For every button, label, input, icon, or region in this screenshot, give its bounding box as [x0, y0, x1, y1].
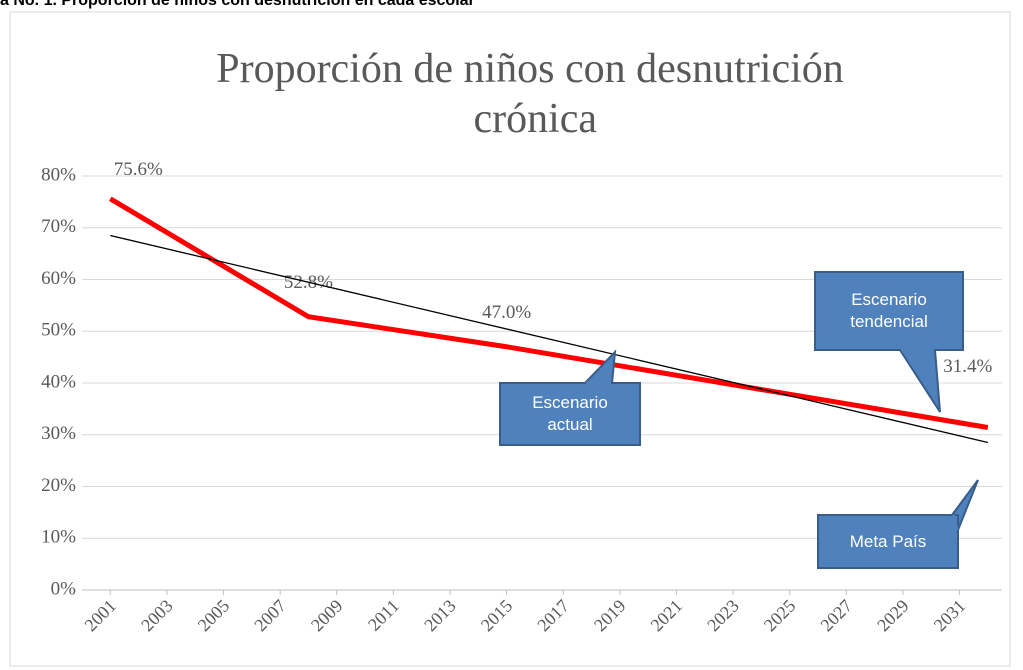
y-tick-label: 70% — [41, 216, 76, 237]
y-tick-label: 60% — [41, 268, 76, 289]
x-tick-label: 2013 — [420, 596, 460, 636]
x-tick-label: 2001 — [80, 596, 120, 636]
caption: a No. 1. Proporción de niños con desnutr… — [0, 0, 475, 9]
callout-pointer — [898, 349, 941, 413]
y-tick-label: 10% — [41, 527, 76, 548]
y-tick-label: 50% — [41, 320, 76, 341]
callout-text: Escenario tendencial — [850, 290, 928, 331]
x-tick-label: 2021 — [647, 596, 687, 636]
series-line — [109, 196, 989, 430]
x-tick-label: 2009 — [307, 596, 347, 636]
data-label: 31.4% — [943, 356, 992, 377]
callout-box — [814, 271, 964, 351]
y-tick-label: 0% — [51, 578, 77, 599]
callout-box — [499, 382, 641, 446]
x-tick-label: 2017 — [533, 596, 573, 636]
series-line — [110, 234, 988, 444]
callout-pointer — [582, 349, 617, 384]
chart-title: Proporción de niños con desnutrición cró… — [216, 46, 844, 142]
x-tick-label: 2029 — [873, 596, 913, 636]
data-label: 75.6% — [114, 159, 163, 180]
callout-text: Escenario actual — [532, 393, 608, 434]
callout-box — [817, 514, 959, 569]
callout-join — [951, 514, 959, 531]
chart-border — [9, 11, 1011, 667]
callout-text: Meta País — [849, 531, 927, 551]
x-tick-label: 2007 — [250, 596, 290, 636]
x-tick-label: 2027 — [816, 596, 856, 636]
y-tick-label: 30% — [41, 423, 76, 444]
y-tick-label: 20% — [41, 475, 76, 496]
x-tick-label: 2015 — [477, 596, 517, 636]
x-tick-label: 2003 — [137, 596, 177, 636]
data-label: 47.0% — [482, 302, 531, 323]
x-tick-label: 2011 — [364, 596, 403, 635]
x-tick-label: 2005 — [194, 596, 234, 636]
x-tick-label: 2025 — [760, 596, 800, 636]
y-tick-label: 40% — [41, 371, 76, 392]
x-tick-label: 2023 — [703, 596, 743, 636]
y-tick-label: 80% — [41, 164, 76, 185]
x-tick-label: 2031 — [930, 596, 970, 636]
x-tick-label: 2019 — [590, 596, 630, 636]
